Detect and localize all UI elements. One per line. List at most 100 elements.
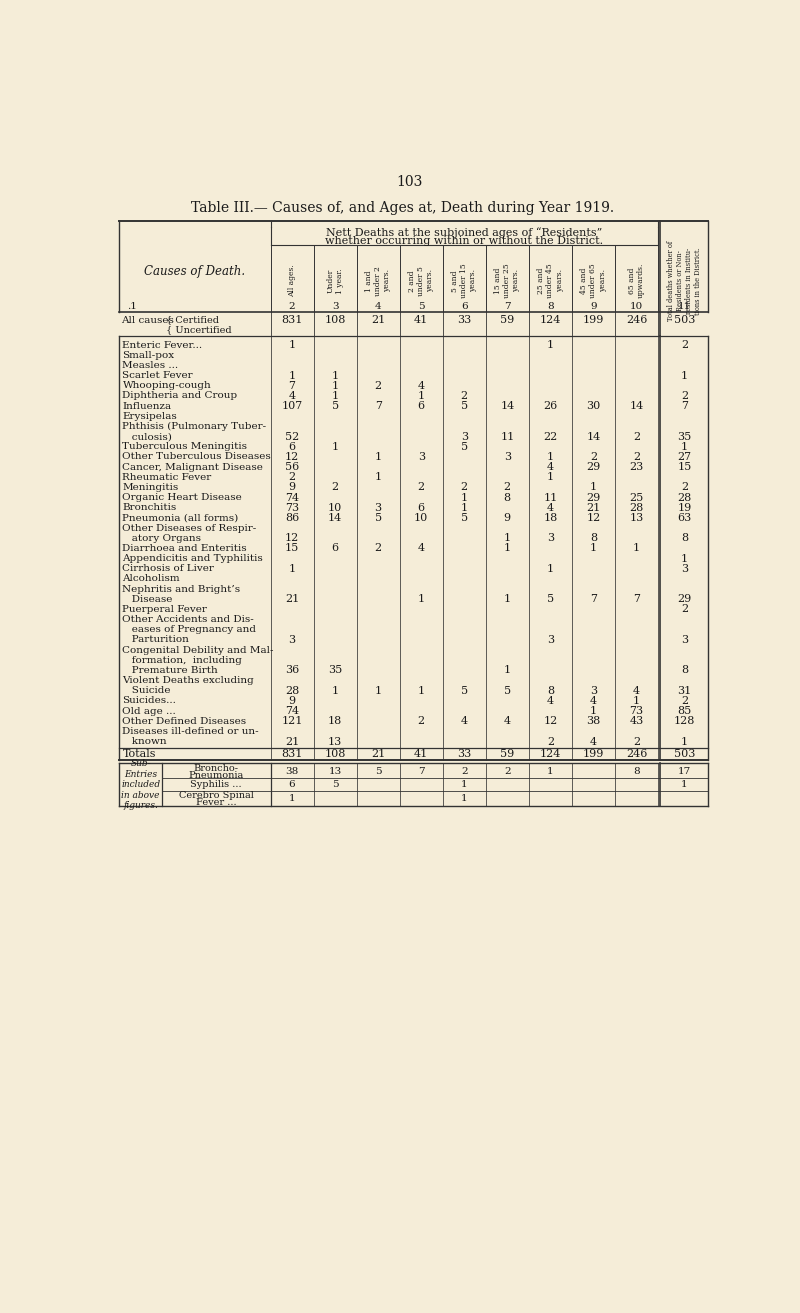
Text: 503: 503 [674,748,695,759]
Text: formation,  including: formation, including [122,655,242,664]
Text: 2: 2 [546,737,554,747]
Text: 246: 246 [626,315,647,326]
Text: 33: 33 [457,748,471,759]
Text: 1: 1 [546,473,554,482]
Text: 2: 2 [681,604,688,614]
Text: 26: 26 [543,400,558,411]
Text: 2: 2 [681,482,688,492]
Text: 4: 4 [546,462,554,473]
Text: 15: 15 [285,544,299,553]
Text: 2: 2 [590,452,597,462]
Text: 1: 1 [590,482,597,492]
Text: Violent Deaths excluding: Violent Deaths excluding [122,676,254,685]
Text: 2: 2 [461,482,468,492]
Text: 5: 5 [418,302,425,311]
Text: Pneumonia: Pneumonia [189,771,244,780]
Text: 35: 35 [678,432,691,441]
Text: Small-pox: Small-pox [122,351,174,360]
Text: 3: 3 [289,635,295,645]
Text: 5: 5 [461,400,468,411]
Text: Pneumonia (all forms): Pneumonia (all forms) [122,513,238,523]
Text: 1: 1 [374,452,382,462]
Text: 38: 38 [286,767,298,776]
Text: 1: 1 [633,544,640,553]
Text: 2: 2 [289,473,295,482]
Text: 5: 5 [374,513,382,523]
Text: 124: 124 [540,315,561,326]
Text: Cerebro Spinal: Cerebro Spinal [179,790,254,800]
Text: 5 and
under 15
years.: 5 and under 15 years. [451,264,478,298]
Text: Sub-
Entries
included
in above
figures.: Sub- Entries included in above figures. [121,759,160,810]
Text: 2: 2 [331,482,338,492]
Text: 8: 8 [504,492,511,503]
Text: Syphilis ...: Syphilis ... [190,780,242,789]
Text: 108: 108 [324,748,346,759]
Text: 3: 3 [546,635,554,645]
Text: 14: 14 [328,513,342,523]
Text: 1: 1 [546,340,554,351]
Text: 28: 28 [630,503,643,513]
Text: 199: 199 [582,315,604,326]
Text: 124: 124 [540,748,561,759]
Text: 1: 1 [681,780,688,789]
Text: 8: 8 [590,533,597,544]
Text: 831: 831 [282,748,302,759]
Text: 65 and
upwards.: 65 and upwards. [628,263,645,298]
Text: 4: 4 [590,737,597,747]
Text: 1: 1 [331,381,338,391]
Text: 1: 1 [289,563,295,574]
Text: 1: 1 [289,370,295,381]
Text: 2: 2 [504,767,510,776]
Text: 85: 85 [678,706,691,716]
Text: 9: 9 [289,696,295,706]
Text: 4: 4 [590,696,597,706]
Text: Enteric Fever...: Enteric Fever... [122,340,202,349]
Text: 31: 31 [678,685,691,696]
Text: 2 and
under 5
years.: 2 and under 5 years. [408,265,434,295]
Text: Cancer, Malignant Disease: Cancer, Malignant Disease [122,462,263,471]
Text: Under
1 year.: Under 1 year. [326,268,344,294]
Text: 21: 21 [285,737,299,747]
Text: 103: 103 [397,175,423,189]
Text: 1: 1 [504,544,511,553]
Text: 4: 4 [418,544,425,553]
Text: 2: 2 [374,381,382,391]
Text: 108: 108 [324,315,346,326]
Text: 6: 6 [289,441,295,452]
Text: 2: 2 [681,391,688,400]
Text: Causes of Death.: Causes of Death. [144,265,245,278]
Text: Diarrhoea and Enteritis: Diarrhoea and Enteritis [122,544,247,553]
Text: 2: 2 [504,482,511,492]
Text: 2: 2 [681,696,688,706]
Text: Nephritis and Bright’s: Nephritis and Bright’s [122,584,241,593]
Text: 2: 2 [374,544,382,553]
Text: 8: 8 [633,767,640,776]
Text: Broncho-: Broncho- [194,764,238,772]
Text: Cirrhosis of Liver: Cirrhosis of Liver [122,565,214,574]
Text: 21: 21 [371,748,386,759]
Text: 1: 1 [461,793,467,802]
Text: 7: 7 [418,767,425,776]
Text: 56: 56 [285,462,299,473]
Text: 11: 11 [543,492,558,503]
Text: 121: 121 [282,716,302,726]
Text: 10: 10 [630,302,643,311]
Text: 2: 2 [633,432,640,441]
Text: 21: 21 [371,315,386,326]
Text: 2: 2 [633,737,640,747]
Text: 21: 21 [285,595,299,604]
Text: 10: 10 [414,513,428,523]
Text: 6: 6 [289,780,295,789]
Text: 19: 19 [678,503,691,513]
Text: 503: 503 [674,315,695,326]
Text: 1: 1 [681,441,688,452]
Text: 4: 4 [418,381,425,391]
Text: 73: 73 [630,706,643,716]
Text: All ages.: All ages. [288,264,296,297]
Text: Fever ...: Fever ... [196,797,237,806]
Text: 29: 29 [586,462,601,473]
Text: 28: 28 [285,685,299,696]
Text: 1 and
under 2
years.: 1 and under 2 years. [365,265,391,295]
Text: 2: 2 [289,302,295,311]
Text: 2: 2 [681,340,688,351]
